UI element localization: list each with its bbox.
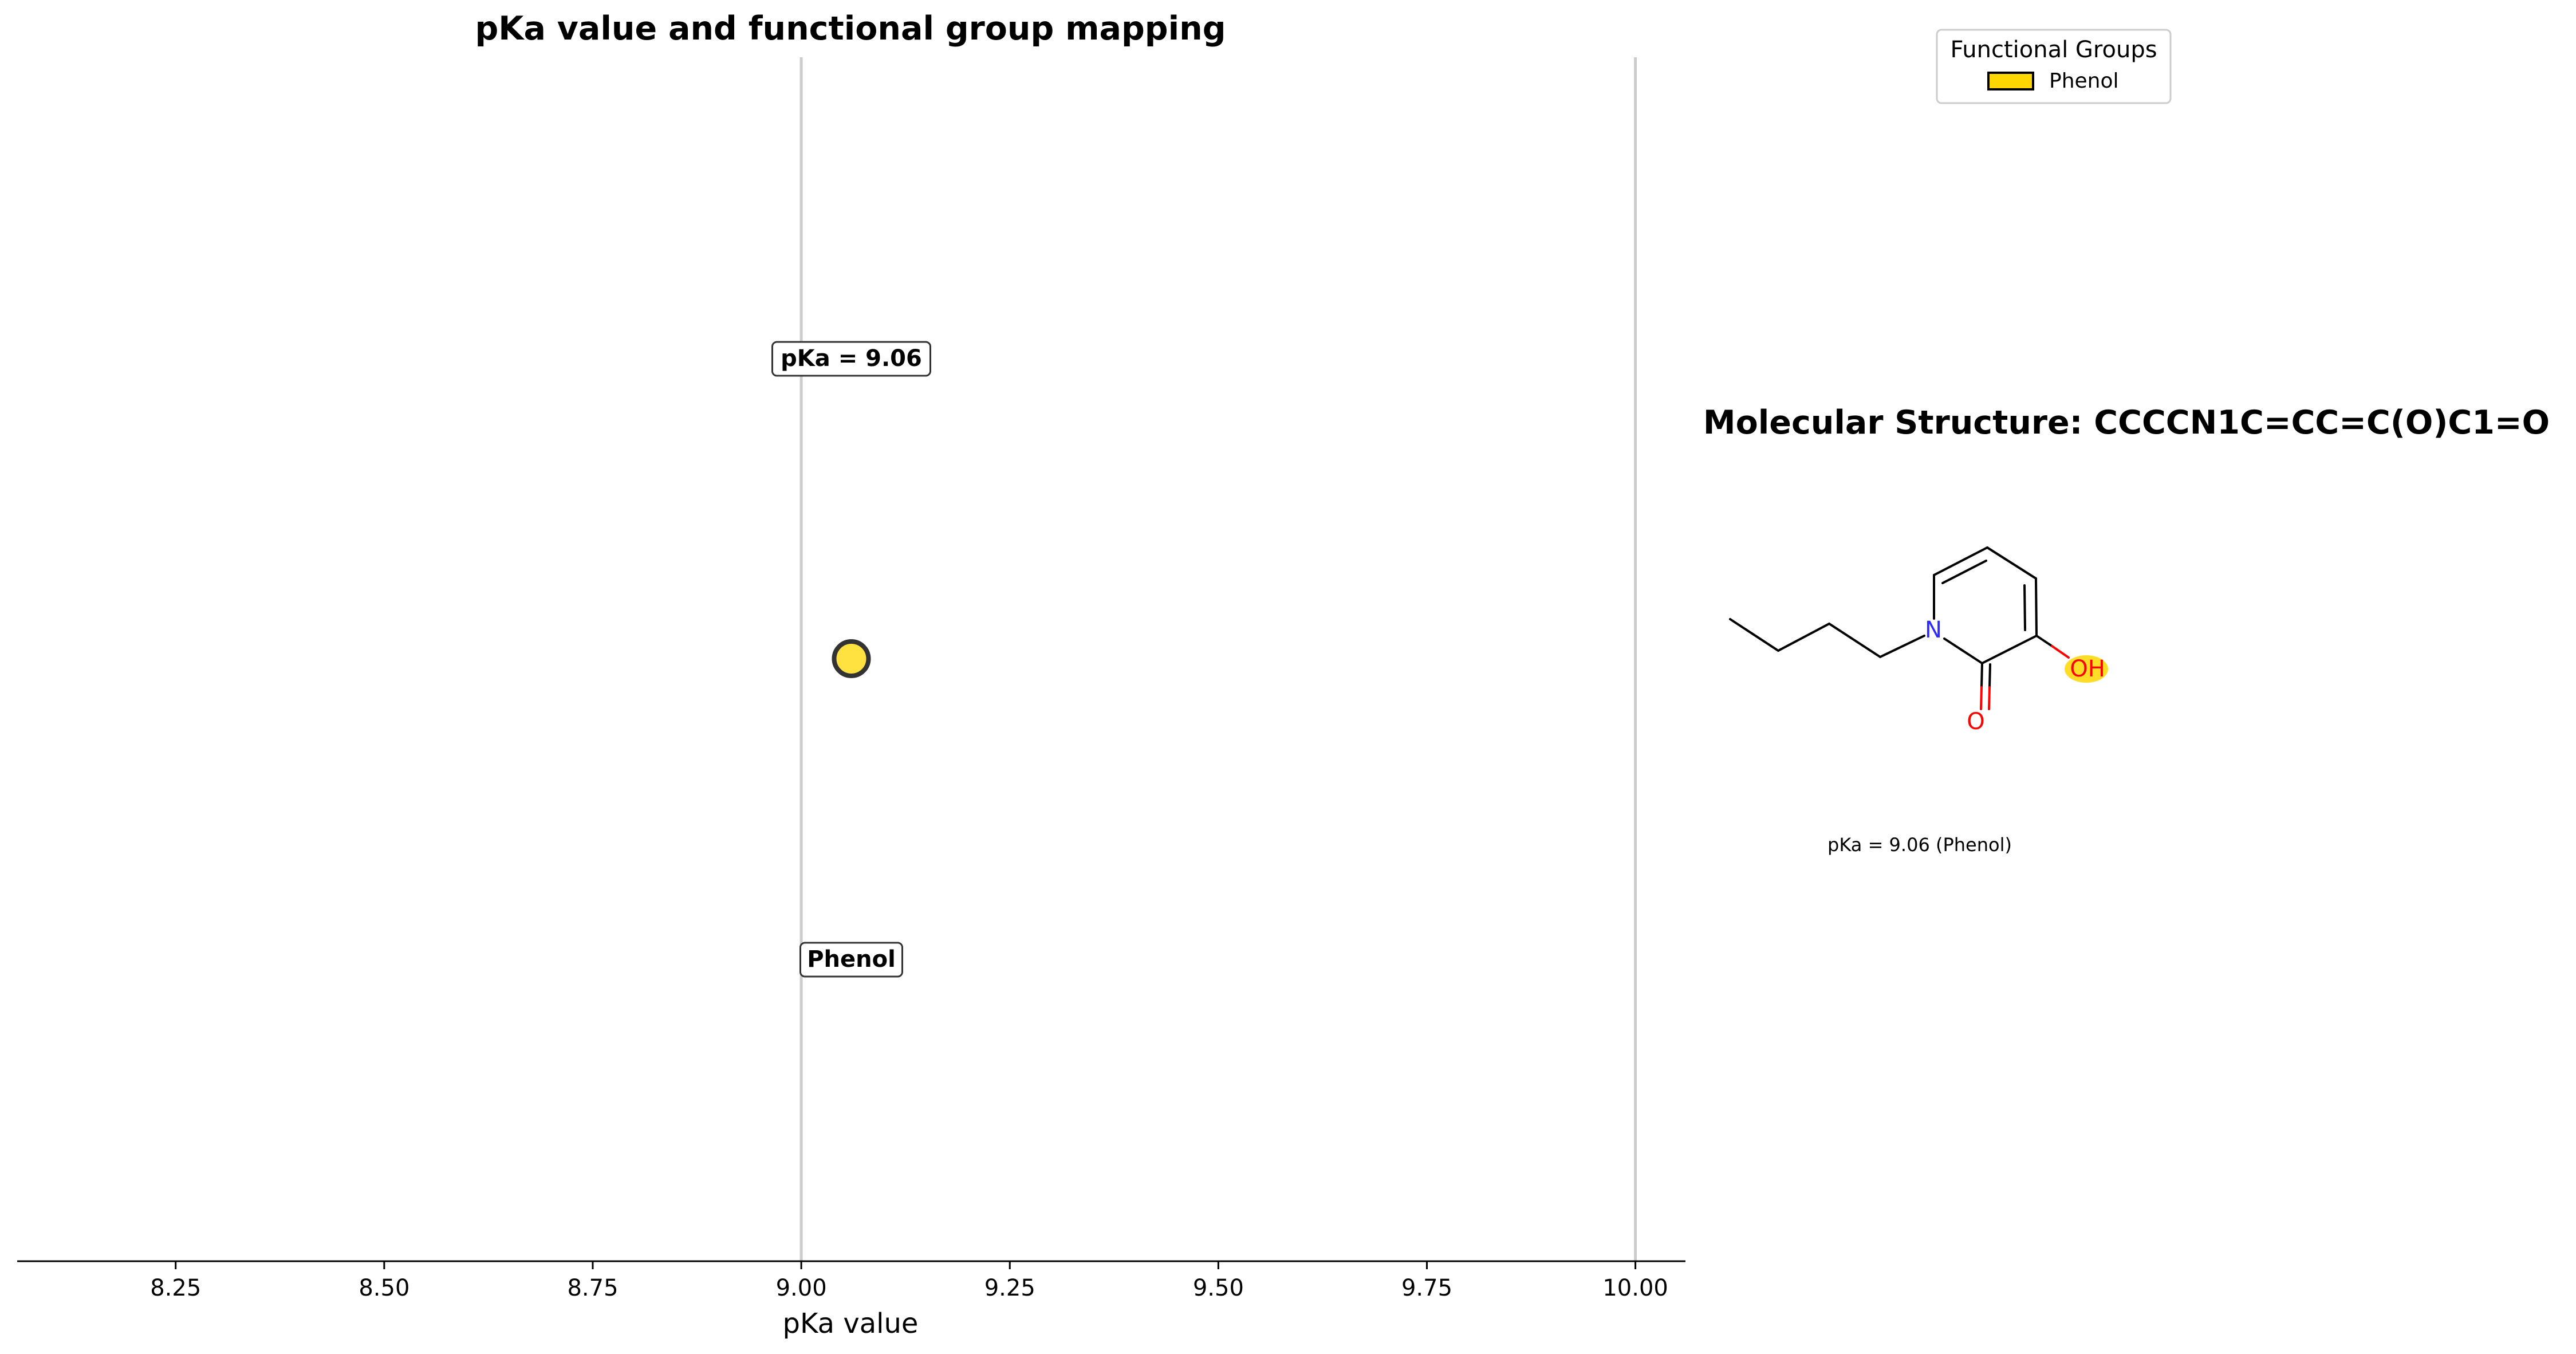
structure-caption: pKa = 9.06 (Phenol) xyxy=(1827,834,2012,856)
atom-nitrogen: N xyxy=(1925,617,1942,643)
x-axis-ticks: 8.25 8.50 8.75 9.00 9.25 9.50 9.75 10.00 xyxy=(150,1261,1668,1301)
bond-c3-oh-a xyxy=(2035,635,2053,647)
legend-entry-phenol: Phenol xyxy=(2049,69,2119,93)
bond-c2-o-b xyxy=(1980,686,1983,710)
bond-c3-c2 xyxy=(1981,635,2038,664)
pka-annotation-text: pKa = 9.06 xyxy=(781,345,922,372)
structure-panel: Molecular Structure: CCCCN1C=CC=C(O)C1=O xyxy=(1703,404,2550,856)
chart-title: pKa value and functional group mapping xyxy=(475,10,1226,48)
atom-carbonyl-oxygen: O xyxy=(1967,709,1984,735)
data-point-phenol xyxy=(832,639,871,678)
x-tick-label: 9.75 xyxy=(1401,1275,1452,1301)
bond-c2-n xyxy=(1943,637,1983,664)
oh-highlight xyxy=(2065,655,2108,683)
structure-title: Molecular Structure: CCCCN1C=CC=C(O)C1=O xyxy=(1703,404,2550,442)
bond-c4-c3 xyxy=(2035,577,2038,637)
bond-c5-c4 xyxy=(1986,546,2037,580)
legend: Functional Groups Phenol xyxy=(1936,29,2172,104)
pka-annotation: pKa = 9.06 xyxy=(771,341,931,377)
structure-hetero-bonds xyxy=(1980,635,2070,710)
x-tick-label: 10.00 xyxy=(1602,1275,1668,1301)
pka-annotation-box xyxy=(771,341,931,377)
x-tick-label: 8.50 xyxy=(359,1275,409,1301)
chart-panel: pKa value and functional group mapping 8… xyxy=(17,10,1685,1340)
bond-c3-oh-b xyxy=(2051,645,2070,659)
bond-c6-c5 xyxy=(1933,546,1988,576)
group-annotation-text: Phenol xyxy=(807,946,896,973)
group-annotation: Phenol xyxy=(799,942,903,978)
group-annotation-box xyxy=(799,942,903,978)
bond-c4-c3-double xyxy=(2023,584,2026,631)
atom-hydroxyl: OH xyxy=(2070,656,2105,682)
x-tick-label: 9.25 xyxy=(984,1275,1035,1301)
x-tick-label: 9.50 xyxy=(1193,1275,1244,1301)
legend-swatch-phenol xyxy=(1987,72,2034,90)
x-tick-label: 8.25 xyxy=(150,1275,201,1301)
structure-bonds xyxy=(1729,546,2038,664)
x-axis-label: pKa value xyxy=(783,1308,919,1340)
bond-c2-o-double-b xyxy=(1988,686,1991,710)
x-tick-label: 9.00 xyxy=(776,1275,827,1301)
legend-title: Functional Groups xyxy=(1950,37,2157,63)
x-tick-label: 8.75 xyxy=(567,1275,618,1301)
bond-c6-c5-double xyxy=(1941,560,1987,584)
butyl-chain xyxy=(1729,618,1925,659)
